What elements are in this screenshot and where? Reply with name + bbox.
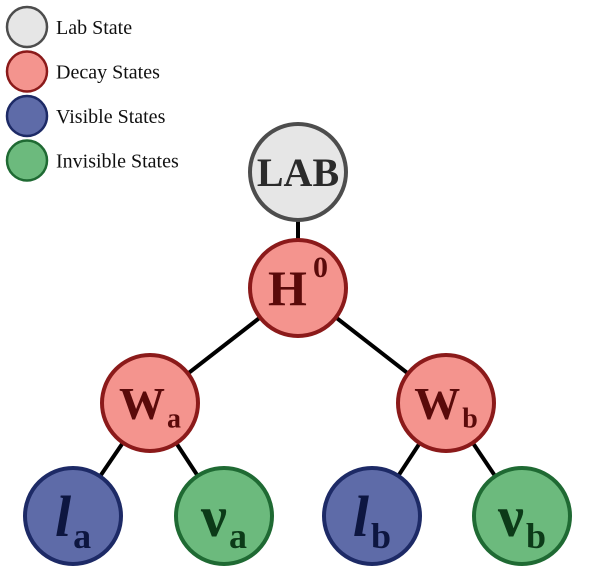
node-circle-l-a (23, 466, 123, 566)
node-main-symbol: LAB (257, 150, 339, 195)
node-circle-higgs (248, 238, 348, 338)
node-label-l-b: lb (353, 484, 391, 556)
node-subscript: a (73, 516, 91, 556)
legend-swatch-visible (5, 94, 49, 138)
node-main-symbol: ν (497, 484, 524, 549)
node-main-symbol: H (268, 260, 307, 316)
node-l-b: lb (322, 466, 422, 566)
legend-swatch-lab (5, 5, 49, 49)
node-lab: LAB (248, 122, 348, 222)
node-superscript: 0 (313, 251, 328, 284)
legend: Lab State Decay States Visible States Invis… (5, 5, 179, 182)
node-circle-lab (248, 122, 348, 222)
node-circle-w-b (396, 353, 496, 453)
node-circle-w-a (100, 353, 200, 453)
node-main-symbol: l (55, 484, 72, 549)
node-label-w-a: Wa (119, 378, 181, 434)
node-circle-nu-b (472, 466, 572, 566)
legend-label-lab: Lab State (56, 17, 132, 39)
node-label-w-b: Wb (414, 378, 478, 434)
legend-label-visible: Visible States (56, 106, 166, 128)
node-subscript: b (462, 403, 478, 434)
legend-label-invisible: Invisible States (56, 151, 179, 173)
node-subscript: a (229, 516, 247, 556)
node-circle-nu-a (174, 466, 274, 566)
edges-layer (71, 172, 524, 518)
node-main-symbol: l (353, 484, 370, 549)
node-label-lab: LAB (257, 150, 339, 195)
legend-item-decay: Decay States (5, 50, 160, 93)
node-l-a: la (23, 466, 123, 566)
legend-swatch-invisible (5, 139, 49, 182)
node-nu-b: νb (472, 466, 572, 566)
legend-label-decay: Decay States (56, 62, 160, 84)
node-main-symbol: W (119, 378, 165, 429)
legend-item-visible: Visible States (5, 94, 166, 138)
node-subscript: b (526, 516, 546, 556)
node-label-l-a: la (55, 484, 91, 556)
node-subscript: b (371, 516, 391, 556)
node-label-nu-b: νb (497, 484, 546, 556)
node-w-a: Wa (100, 353, 200, 453)
node-w-b: Wb (396, 353, 496, 453)
node-main-symbol: W (414, 378, 460, 429)
node-nu-a: νa (174, 466, 274, 566)
node-subscript: a (167, 403, 181, 434)
node-label-nu-a: νa (200, 484, 247, 556)
node-circle-l-b (322, 466, 422, 566)
legend-item-lab: Lab State (5, 5, 132, 49)
legend-item-invisible: Invisible States (5, 139, 179, 182)
node-main-symbol: ν (200, 484, 227, 549)
legend-swatch-decay (5, 50, 49, 93)
